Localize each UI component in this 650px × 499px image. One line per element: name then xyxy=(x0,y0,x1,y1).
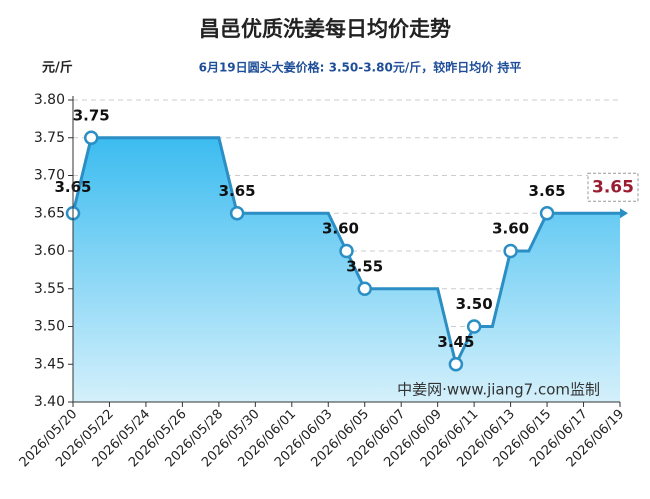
value-label: 3.75 xyxy=(73,106,110,124)
value-label: 3.50 xyxy=(456,295,493,313)
chart-title: 昌邑优质洗姜每日均价走势 xyxy=(199,17,451,41)
marker xyxy=(357,281,372,296)
y-tick-label: 3.40 xyxy=(34,394,65,410)
marker xyxy=(466,319,482,334)
value-label: 3.65 xyxy=(529,182,566,200)
value-label: 3.60 xyxy=(322,220,359,238)
area xyxy=(73,137,620,402)
marker xyxy=(448,357,464,372)
y-tick-label: 3.50 xyxy=(34,319,65,335)
line-arrow xyxy=(620,208,628,219)
value-label: 3.65 xyxy=(219,182,256,200)
subtitle: 6月19日圆头大姜价格: 3.50-3.80元/斤，较昨日均价 持平 xyxy=(199,60,522,75)
y-tick-label: 3.55 xyxy=(34,281,65,297)
y-tick-label: 3.65 xyxy=(34,205,65,221)
y-tick-label: 3.70 xyxy=(34,168,65,184)
marker xyxy=(83,130,99,145)
y-tick-label: 3.75 xyxy=(34,130,65,146)
marker xyxy=(503,243,518,259)
marker xyxy=(539,206,555,221)
y-tick-label: 3.60 xyxy=(34,243,65,259)
value-label: 3.55 xyxy=(346,257,383,275)
y-tick-label: 3.80 xyxy=(34,92,65,108)
marker xyxy=(339,243,354,259)
last-value-label: 3.65 xyxy=(592,177,634,197)
y-axis-label: 元/斤 xyxy=(42,60,73,76)
last-value-box xyxy=(587,172,639,202)
value-label: 3.45 xyxy=(437,333,474,351)
watermark: 中姜网·www.jiang7.com监制 xyxy=(397,381,600,399)
value-label: 3.60 xyxy=(492,220,529,238)
y-tick-label: 3.45 xyxy=(34,356,65,372)
marker xyxy=(229,206,245,221)
